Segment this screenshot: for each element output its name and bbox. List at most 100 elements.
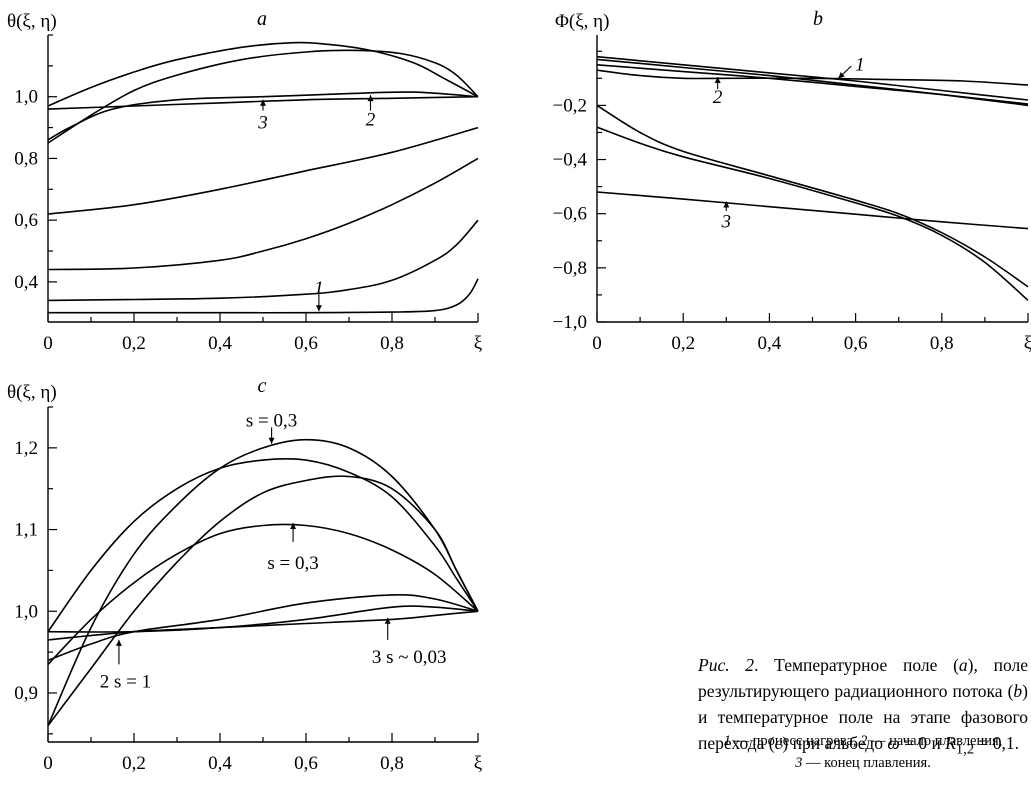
x-tick-label: ξ bbox=[1024, 333, 1031, 354]
caption-text: ) при альбедо bbox=[782, 733, 888, 753]
series-line bbox=[47, 605, 479, 633]
series-line bbox=[47, 278, 479, 314]
annotation-arrowhead bbox=[384, 617, 391, 624]
legend-number: 2 bbox=[860, 733, 868, 749]
y-tick-label: 1,0 bbox=[14, 601, 38, 622]
annotation-arrowhead bbox=[115, 639, 122, 646]
series-line bbox=[47, 593, 479, 662]
y-tick-label: 0,6 bbox=[14, 210, 38, 231]
annotation-arrowhead bbox=[290, 523, 297, 530]
legend-number: 1 bbox=[723, 733, 731, 749]
x-tick-label: 0,6 bbox=[294, 753, 318, 774]
annotation-arrowhead bbox=[838, 72, 845, 79]
caption-label: Рис. 2 bbox=[698, 655, 755, 675]
annotation-arrowhead bbox=[315, 305, 322, 312]
y-axis-label: Φ(ξ, η) bbox=[555, 11, 609, 32]
x-tick-label: 0,2 bbox=[122, 753, 146, 774]
series-line bbox=[596, 69, 1029, 86]
legend-number: 3 bbox=[795, 755, 803, 771]
y-tick-label: 1,1 bbox=[14, 520, 38, 541]
x-tick-label: 0 bbox=[43, 753, 53, 774]
annotation-label: 2 bbox=[713, 87, 723, 108]
series-line bbox=[596, 191, 1029, 230]
series-line bbox=[47, 157, 479, 271]
panel-letter: b bbox=[813, 8, 823, 30]
x-tick-label: 0,6 bbox=[294, 333, 318, 354]
series-line bbox=[47, 458, 479, 633]
caption-ref-a: a bbox=[958, 655, 968, 675]
caption-text: = 0,1. bbox=[974, 733, 1020, 753]
y-tick-label: 0,9 bbox=[14, 683, 38, 704]
annotation-label: 2 s = 1 bbox=[100, 672, 151, 693]
y-tick-label: 1,0 bbox=[14, 87, 38, 108]
caption-text: . Температурное поле ( bbox=[754, 655, 959, 675]
x-tick-label: 0 bbox=[592, 333, 602, 354]
legend-text: — процесс нагрева, bbox=[730, 733, 861, 749]
x-tick-label: 0,8 bbox=[380, 753, 404, 774]
caption-text: ), поле результирующего радиационного по… bbox=[698, 655, 1028, 701]
chart-panel-b: Φ(ξ, η) b 0 0,2 0,4 0,6 0,8 ξ −1,0 −0,8 −0,6 −0,4 −0… bbox=[553, 8, 1031, 354]
caption-r: R bbox=[945, 733, 956, 753]
annotation-label: 1 bbox=[855, 54, 865, 75]
x-tick-label: 0,2 bbox=[671, 333, 695, 354]
series-line bbox=[47, 126, 479, 215]
x-tick-label: 0,6 bbox=[844, 333, 868, 354]
y-tick-label: 0,4 bbox=[14, 272, 38, 293]
chart-panel-a: θ(ξ, η) a 0 0,2 0,4 0,6 0,8 ξ 0,4 0,6 0,8 1,0 1 2 3 bbox=[7, 8, 483, 354]
chart-panel-c: θ(ξ, η) c 0 0,2 0,4 0,6 0,8 ξ 0,9 1,0 1,1 1,2 s = 0,… bbox=[7, 375, 483, 774]
annotation-arrowhead bbox=[723, 201, 730, 208]
x-tick-label: 0,4 bbox=[758, 333, 782, 354]
x-tick-label: 0,4 bbox=[208, 333, 232, 354]
legend-text: — начало плавления, bbox=[867, 733, 1003, 749]
caption-text: ) и температурное поле на этапе фазового… bbox=[698, 681, 1028, 753]
legend-text: — конец плавления. bbox=[802, 755, 931, 771]
annotation-arrowhead bbox=[714, 76, 721, 83]
panel-letter: c bbox=[258, 375, 267, 397]
y-tick-label: 0,8 bbox=[14, 148, 38, 169]
annotation-label: 3 bbox=[257, 112, 268, 133]
series-line bbox=[596, 104, 1029, 288]
series-line bbox=[47, 610, 479, 641]
x-tick-label: 0,8 bbox=[380, 333, 404, 354]
y-tick-label: −1,0 bbox=[553, 312, 587, 333]
y-tick-label: −0,8 bbox=[553, 258, 587, 279]
y-tick-label: −0,4 bbox=[553, 150, 588, 171]
series-line bbox=[47, 475, 479, 727]
annotation-label: 1 bbox=[314, 278, 324, 299]
annotation-label: 2 bbox=[366, 109, 376, 130]
y-tick-label: 1,2 bbox=[14, 438, 38, 459]
annotation-arrowhead bbox=[268, 437, 275, 444]
x-tick-label: 0,8 bbox=[930, 333, 954, 354]
figure-caption: Рис. 2. Температурное поле (a), поле рез… bbox=[698, 652, 1028, 763]
panel-letter: a bbox=[257, 8, 267, 30]
x-tick-label: ξ bbox=[474, 333, 483, 354]
x-tick-label: ξ bbox=[474, 753, 483, 774]
x-tick-label: 0,4 bbox=[208, 753, 232, 774]
series-line bbox=[47, 523, 479, 665]
caption-r-subscript: 1,2 bbox=[955, 741, 975, 758]
series-line bbox=[47, 49, 479, 144]
annotation-label: s = 0,3 bbox=[267, 553, 318, 574]
caption-text: = 0 и bbox=[899, 733, 946, 753]
series-line bbox=[596, 55, 1029, 101]
caption-legend: 1 — процесс нагрева, 2 — начало плавлени… bbox=[698, 730, 1028, 774]
annotation-label: s = 0,3 bbox=[246, 410, 297, 431]
series-line bbox=[596, 126, 1029, 301]
annotation-arrowhead bbox=[260, 99, 266, 106]
annotation-label: 3 s ~ 0,03 bbox=[372, 647, 447, 668]
series-line bbox=[596, 64, 1029, 105]
series-line bbox=[47, 219, 479, 302]
series-line bbox=[47, 41, 479, 107]
annotation-arrowhead bbox=[367, 95, 374, 102]
annotation-label: 3 bbox=[721, 211, 732, 232]
caption-ref-b: b bbox=[1013, 681, 1023, 701]
y-axis-label: θ(ξ, η) bbox=[7, 382, 57, 403]
y-tick-label: −0,6 bbox=[553, 204, 587, 225]
caption-ref-c: c bbox=[774, 733, 783, 753]
y-axis-label: θ(ξ, η) bbox=[7, 11, 57, 32]
x-tick-label: 0,2 bbox=[122, 333, 146, 354]
caption-omega: ω bbox=[887, 733, 900, 753]
x-tick-label: 0 bbox=[43, 333, 53, 354]
y-tick-label: −0,2 bbox=[553, 95, 587, 116]
